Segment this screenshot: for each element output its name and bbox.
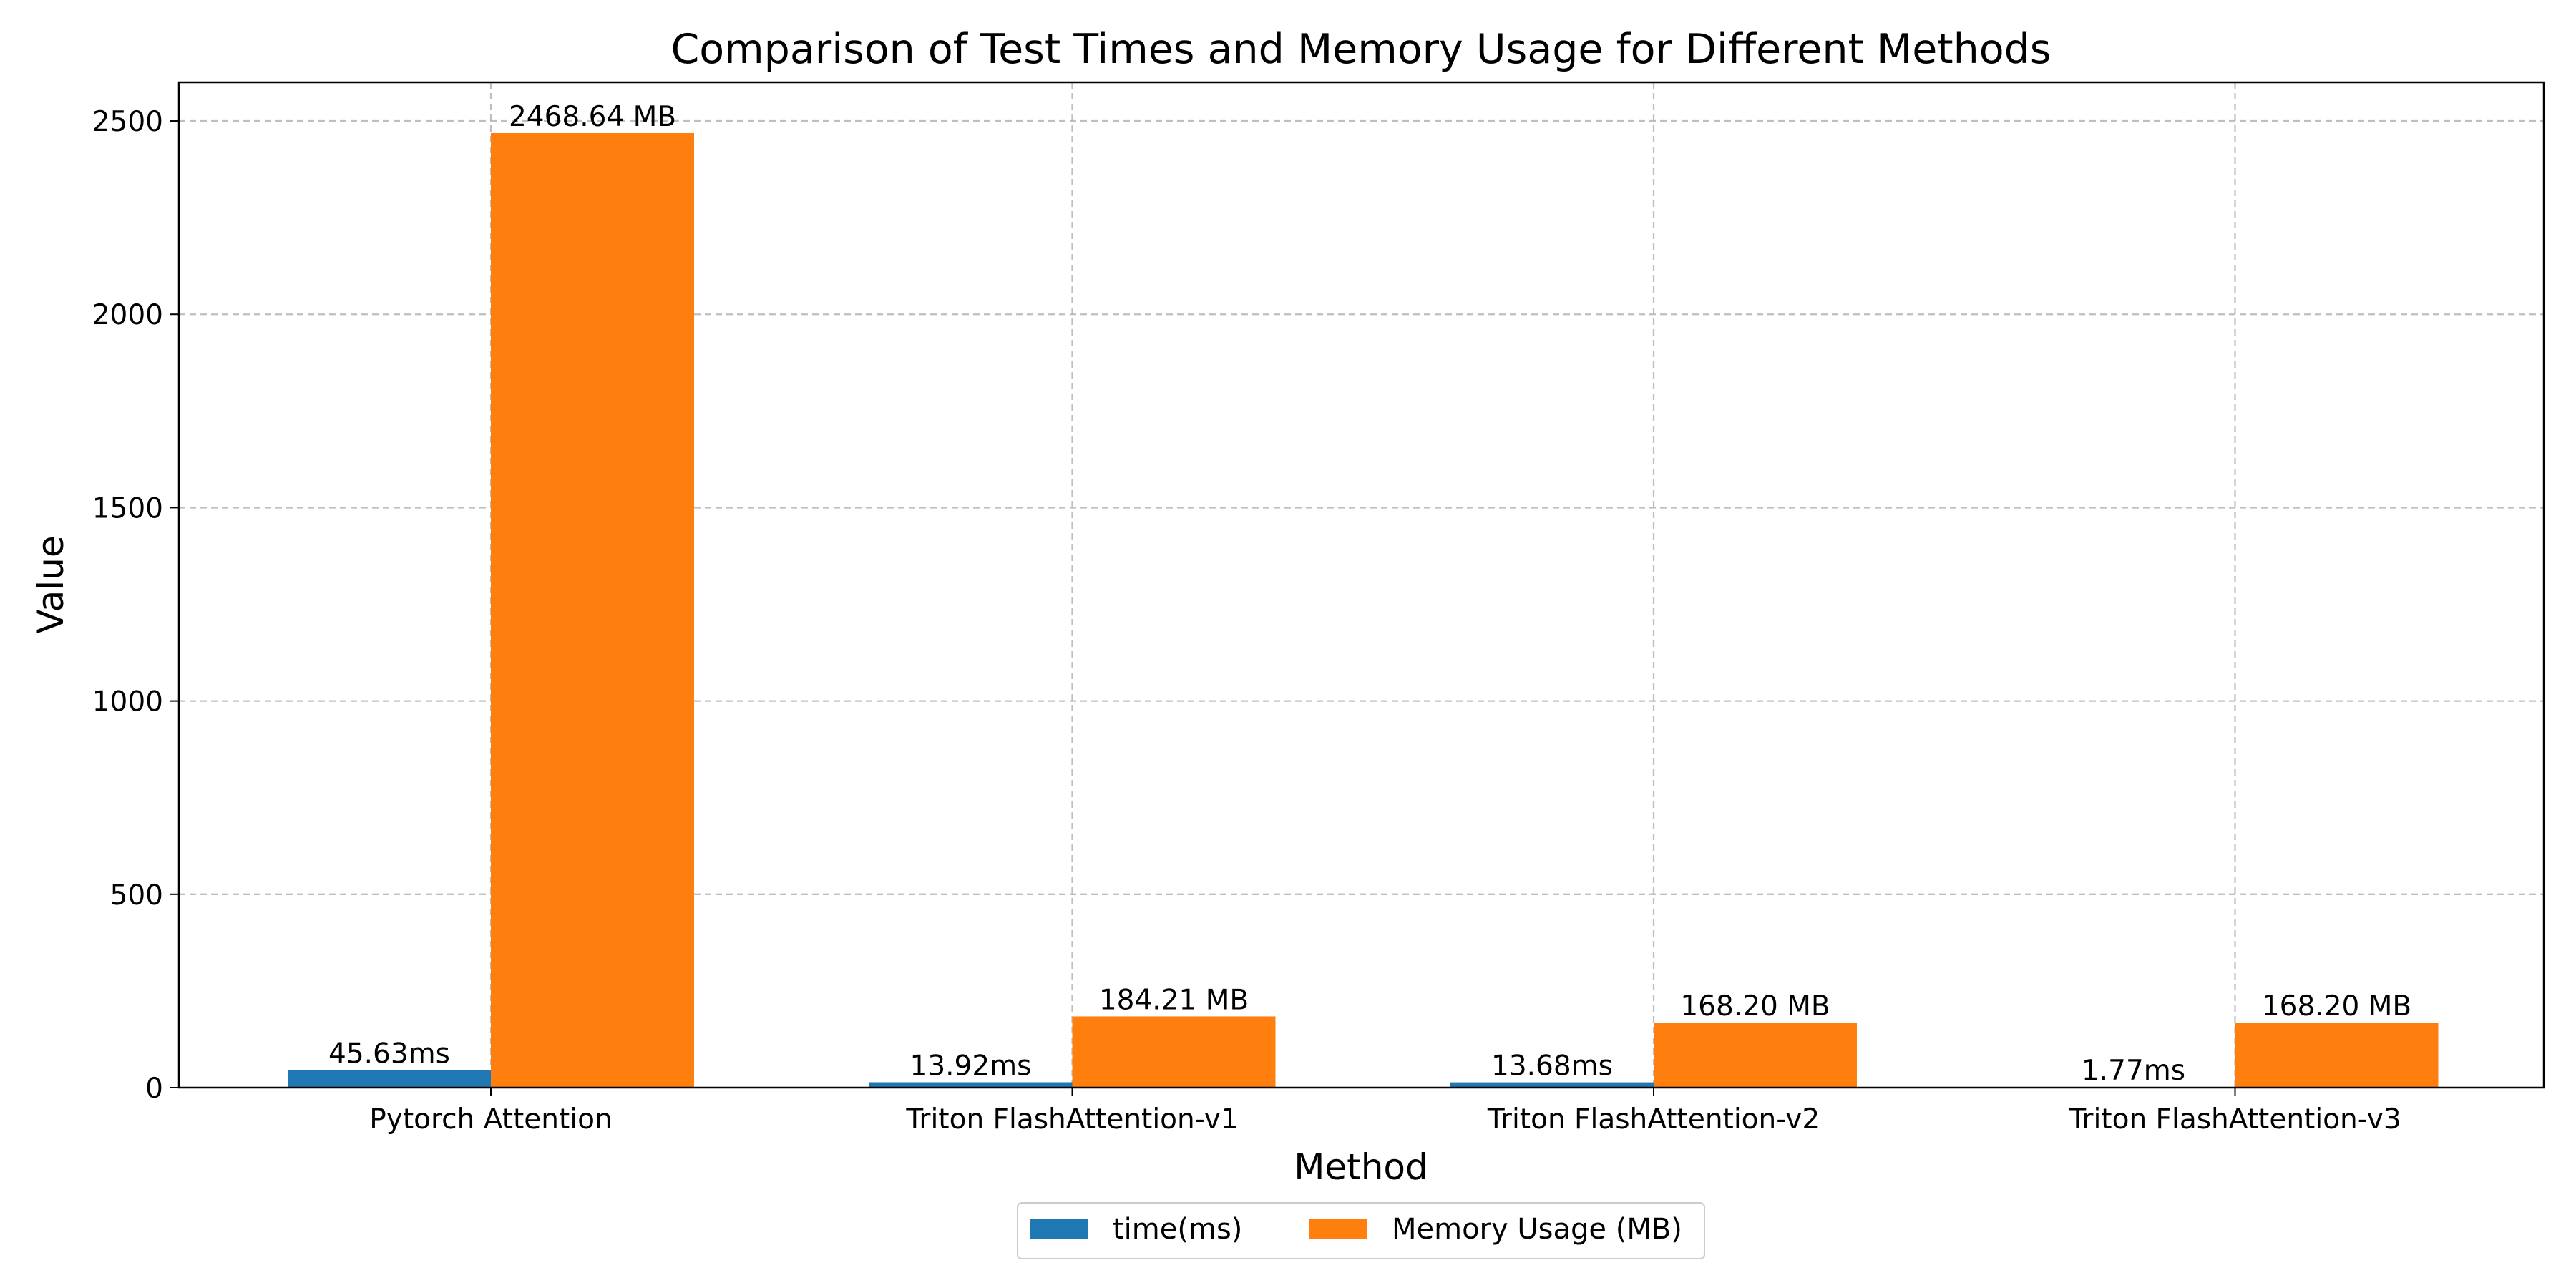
bar-memory — [1654, 1023, 1857, 1088]
y-tick-label: 2500 — [92, 106, 163, 138]
bars — [288, 132, 2439, 1088]
y-tick-label: 500 — [110, 879, 163, 912]
x-tick-label: Triton FlashAttention-v1 — [905, 1103, 1238, 1136]
legend-label-time: time(ms) — [1113, 1213, 1242, 1246]
bar-time — [869, 1082, 1073, 1088]
bar-memory — [2235, 1023, 2439, 1088]
plot-frame — [177, 81, 2545, 1089]
bar-memory — [491, 132, 694, 1088]
x-tick-label: Pytorch Attention — [369, 1103, 612, 1136]
y-tick-label: 1000 — [92, 686, 163, 718]
chart-title: Comparison of Test Times and Memory Usag… — [670, 26, 2051, 73]
y-tick-label: 2000 — [92, 299, 163, 331]
data-label-memory: 168.20 MB — [1680, 990, 1830, 1023]
data-label-memory: 2468.64 MB — [509, 101, 676, 133]
y-tick-label: 0 — [145, 1073, 163, 1105]
data-label-memory: 168.20 MB — [2262, 990, 2411, 1023]
y-axis-label: Value — [30, 535, 72, 633]
bar-time — [288, 1070, 491, 1088]
bar-time — [1450, 1082, 1654, 1088]
data-label-memory: 184.21 MB — [1099, 984, 1249, 1016]
bar-memory — [1072, 1016, 1276, 1088]
data-labels: 45.63ms 13.92ms 13.68ms 1.77ms 2468.64 MB 184… — [328, 101, 2411, 1087]
x-tick-label: Triton FlashAttention-v2 — [1487, 1103, 1820, 1136]
y-tick-label: 1500 — [92, 492, 163, 525]
data-label-time: 45.63ms — [328, 1038, 450, 1070]
legend-label-memory: Memory Usage (MB) — [1392, 1213, 1682, 1246]
legend-swatch-memory — [1309, 1219, 1367, 1239]
legend-swatch-time — [1030, 1219, 1088, 1239]
x-tick-label: Triton FlashAttention-v3 — [2068, 1103, 2401, 1136]
x-axis-label: Method — [1294, 1146, 1428, 1188]
legend: time(ms) Memory Usage (MB) — [1017, 1202, 1705, 1259]
data-label-time: 1.77ms — [2082, 1055, 2185, 1087]
axis-ticks: 0 500 1000 1500 2000 2500 Pytorch Attention Tri… — [92, 106, 2401, 1136]
data-label-time: 13.68ms — [1491, 1050, 1613, 1083]
data-label-time: 13.92ms — [910, 1050, 1032, 1082]
